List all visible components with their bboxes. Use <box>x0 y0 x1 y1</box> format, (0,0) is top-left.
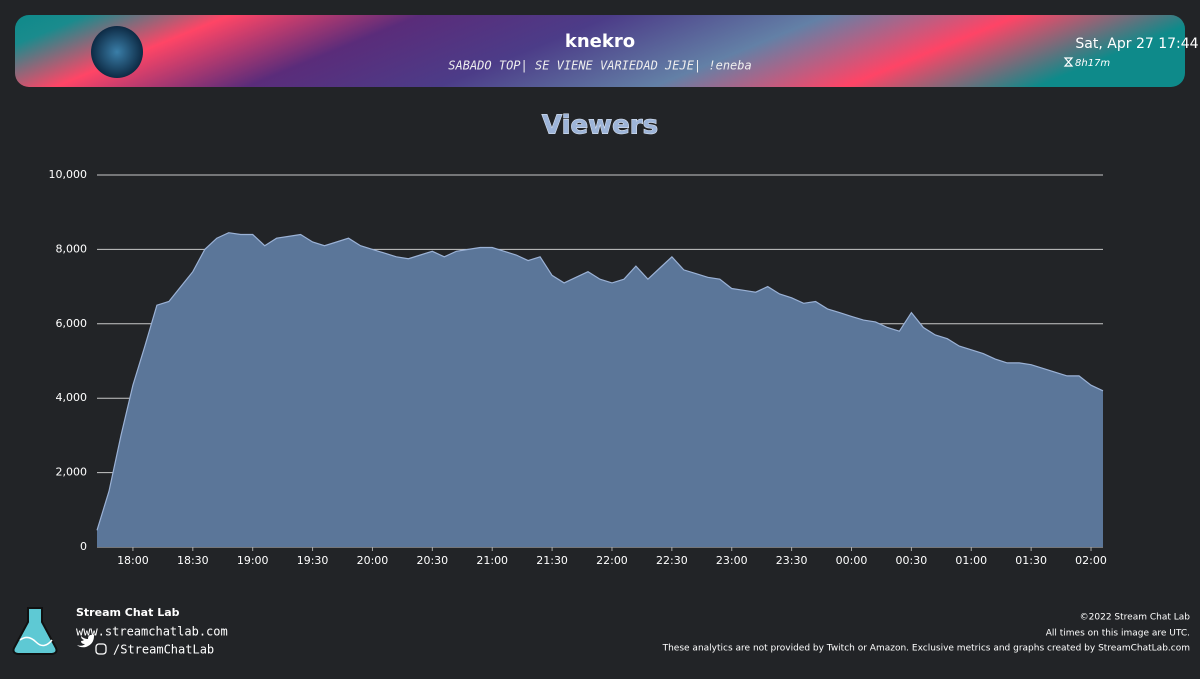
x-tick-label: 02:00 <box>1075 554 1107 567</box>
x-tick-label: 22:30 <box>656 554 688 567</box>
avatar <box>91 26 143 78</box>
x-tick-label: 21:30 <box>536 554 568 567</box>
x-tick-label: 00:00 <box>836 554 868 567</box>
hourglass-icon <box>1063 57 1074 67</box>
stream-title: SABADO TOP| SE VIENE VARIEDAD JEJE| !ene… <box>448 59 751 73</box>
y-tick-label: 2,000 <box>56 466 88 479</box>
y-tick-label: 8,000 <box>56 242 88 255</box>
twitter-icon <box>77 634 95 648</box>
x-tick-label: 21:00 <box>476 554 508 567</box>
x-tick-label: 19:00 <box>237 554 269 567</box>
y-tick-label: 4,000 <box>56 391 88 404</box>
plot: 0 2,000 4,000 6,000 8,000 10,000 18:00 18:30 19:… <box>49 168 1107 567</box>
footer-logo <box>12 607 58 655</box>
y-tick-label: 10,000 <box>49 168 88 181</box>
instagram-icon <box>95 643 107 655</box>
chart-title: Viewers <box>542 111 658 141</box>
x-tick-label: 19:30 <box>297 554 329 567</box>
x-tick-label: 23:00 <box>716 554 748 567</box>
brand-url: www.streamchatlab.com <box>76 625 228 639</box>
x-tick-label: 18:00 <box>117 554 149 567</box>
brand-handle: /StreamChatLab <box>113 643 214 657</box>
x-tick-label: 23:30 <box>776 554 808 567</box>
area <box>97 232 1103 547</box>
header-banner <box>15 15 1185 87</box>
area-line <box>96 232 1104 531</box>
copyright: ©2022 Stream Chat Lab <box>1080 613 1191 623</box>
x-tick-label: 00:30 <box>896 554 928 567</box>
x-tick-label: 20:30 <box>416 554 448 567</box>
x-tick-label: 01:30 <box>1015 554 1047 567</box>
brand: Stream Chat Lab <box>76 606 180 619</box>
channel-name: knekro <box>565 31 635 52</box>
stream-duration: 8h17m <box>1075 58 1110 69</box>
utc-note: All times on this image are UTC. <box>1046 629 1190 639</box>
x-tick-label: 22:00 <box>596 554 628 567</box>
disclaimer: These analytics are not provided by Twit… <box>662 644 1190 654</box>
y-tick-label: 6,000 <box>56 317 88 330</box>
y-tick-label: 0 <box>80 540 87 553</box>
x-tick-label: 20:00 <box>357 554 389 567</box>
x-tick-label: 18:30 <box>177 554 209 567</box>
stream-date: Sat, Apr 27 17:44 <box>1075 36 1198 52</box>
x-tick-label: 01:00 <box>955 554 987 567</box>
